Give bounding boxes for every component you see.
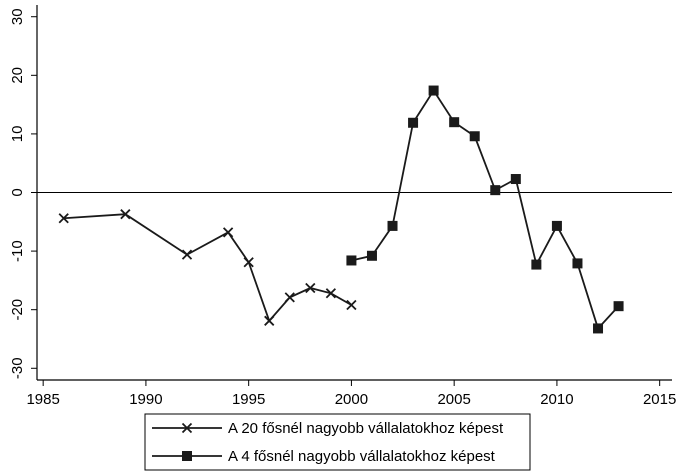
marker (572, 258, 583, 269)
marker (613, 301, 624, 312)
x-tick-label: 2005 (437, 391, 470, 408)
legend-label: A 4 fősnél nagyobb vállalatokhoz képest (228, 448, 496, 465)
y-tick-label: 20 (9, 67, 26, 84)
x-tick-label: 2010 (540, 391, 573, 408)
marker (120, 209, 131, 220)
y-tick-label: -20 (9, 299, 26, 321)
y-tick-label: -10 (9, 240, 26, 262)
marker (284, 292, 295, 303)
legend-marker (181, 422, 193, 434)
marker (181, 249, 193, 260)
y-tick-label: 10 (9, 126, 26, 143)
marker (469, 131, 480, 142)
marker (593, 323, 604, 334)
marker (428, 85, 439, 96)
x-tick-label: 1985 (26, 391, 59, 408)
marker (346, 299, 357, 311)
legend: A 20 fősnél nagyobb vállalatokhoz képest… (144, 413, 531, 471)
marker (243, 257, 254, 268)
marker (346, 255, 357, 266)
marker (387, 220, 398, 231)
legend-box (144, 413, 531, 471)
legend-label: A 20 fősnél nagyobb vállalatokhoz képest (228, 420, 504, 437)
marker (551, 220, 562, 231)
legend-marker (182, 451, 192, 461)
x-tick-label: 1995 (232, 391, 265, 408)
marker (58, 213, 69, 224)
marker (510, 174, 521, 185)
marker (531, 259, 542, 270)
marker (490, 185, 501, 196)
y-tick-label: 0 (9, 188, 26, 196)
y-tick-label: -30 (9, 357, 26, 379)
x-tick-label: 2000 (335, 391, 368, 408)
marker (264, 315, 275, 326)
x-tick-label: 1990 (129, 391, 162, 408)
marker (222, 227, 234, 238)
marker (449, 117, 460, 128)
marker (408, 117, 419, 128)
marker (366, 250, 377, 261)
marker (305, 282, 316, 294)
series-line (63, 213, 352, 323)
marker (325, 288, 337, 299)
x-tick-label: 2015 (643, 391, 676, 408)
y-tick-label: 30 (9, 8, 26, 25)
series-line (351, 88, 620, 331)
